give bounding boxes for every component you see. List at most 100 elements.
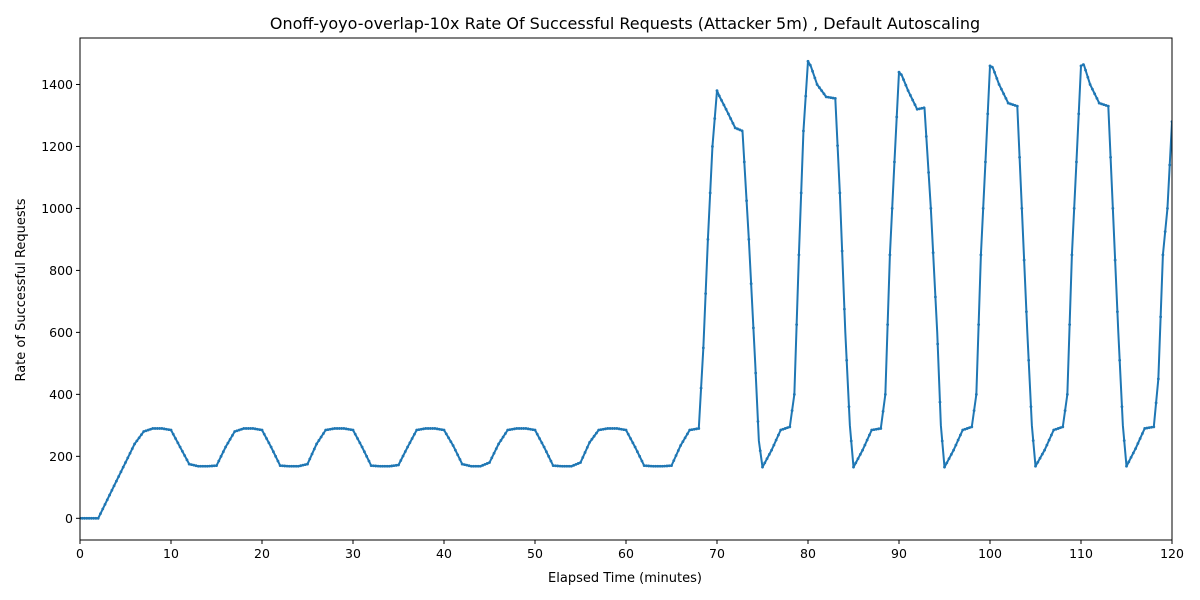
- series-point: [190, 463, 193, 467]
- series-point: [626, 432, 630, 436]
- axes: 0 10 20 30 40 50 60 70 80 90 100 110 120020040060080…: [41, 37, 1184, 561]
- series-point: [852, 465, 855, 469]
- series-point: [394, 463, 398, 467]
- series-point: [820, 89, 824, 93]
- series-point: [717, 94, 721, 98]
- series-point: [158, 427, 162, 430]
- series-point: [661, 464, 664, 468]
- series-point: [922, 106, 926, 110]
- series-point: [604, 427, 607, 431]
- series-point: [376, 464, 380, 468]
- series-point: [1011, 103, 1015, 107]
- series-point: [1125, 464, 1128, 468]
- series-point: [617, 427, 621, 431]
- series-point: [1020, 207, 1024, 210]
- series-point: [1045, 443, 1049, 447]
- series-point: [231, 434, 234, 437]
- series-markers: [80, 59, 1172, 520]
- series-point: [1154, 401, 1158, 405]
- series-point: [251, 427, 255, 430]
- series-point: [974, 392, 978, 396]
- series-point: [920, 106, 924, 110]
- series-point: [140, 433, 143, 437]
- series-point: [713, 117, 717, 120]
- series-point: [1116, 310, 1119, 314]
- series-point: [171, 432, 175, 436]
- series-point: [736, 127, 739, 131]
- series-point: [185, 458, 189, 462]
- series-point: [124, 461, 127, 464]
- series-point: [585, 446, 589, 449]
- series-point: [965, 427, 969, 430]
- series-point: [1093, 92, 1097, 96]
- series-point: [629, 437, 632, 440]
- series-point: [697, 427, 701, 430]
- series-point: [440, 428, 444, 432]
- series-point: [292, 464, 296, 468]
- series-point: [87, 516, 91, 520]
- series-point: [358, 441, 362, 445]
- series-point: [335, 427, 339, 430]
- series-point: [258, 428, 262, 432]
- series-point: [1002, 92, 1006, 96]
- series-point: [417, 428, 421, 432]
- series-point: [467, 464, 471, 468]
- series-point: [142, 430, 146, 433]
- series-point: [624, 428, 628, 432]
- series-point: [1129, 456, 1133, 459]
- series-point: [970, 425, 974, 429]
- x-tick-label: 20: [254, 546, 270, 561]
- series-point: [954, 443, 958, 447]
- series-point: [708, 191, 712, 195]
- series-point: [952, 448, 955, 452]
- series-point: [888, 253, 892, 257]
- series-point: [672, 459, 676, 462]
- series-point: [99, 512, 102, 516]
- series-point: [328, 427, 332, 431]
- series-point: [635, 450, 639, 454]
- series-point: [1015, 104, 1019, 108]
- series-point: [488, 461, 491, 464]
- series-point: [1141, 432, 1144, 435]
- series-point: [201, 464, 205, 468]
- series-point: [795, 323, 799, 327]
- series-point: [938, 400, 942, 404]
- series-point: [458, 458, 462, 461]
- series-point: [317, 439, 321, 442]
- series-point: [178, 445, 182, 449]
- series-point: [902, 78, 905, 82]
- series-point: [645, 464, 648, 468]
- series-point: [424, 427, 428, 430]
- series-point: [686, 432, 689, 436]
- series-point: [299, 464, 303, 468]
- y-tick-label: 800: [49, 263, 73, 278]
- series-point: [1036, 460, 1040, 464]
- series-point: [781, 427, 785, 431]
- series-point: [904, 83, 908, 87]
- series-point: [676, 449, 680, 452]
- series-point: [253, 427, 257, 431]
- series-point: [408, 441, 412, 445]
- series-point: [895, 115, 899, 119]
- series-point: [529, 427, 532, 431]
- series-point: [351, 428, 355, 432]
- series-point: [665, 464, 669, 468]
- series-point: [256, 427, 259, 431]
- series-point: [990, 65, 994, 69]
- series-point: [1056, 427, 1060, 430]
- series-point: [515, 427, 519, 430]
- series-point: [704, 292, 708, 296]
- series-point: [219, 454, 223, 458]
- series-point: [722, 103, 726, 107]
- series-point: [372, 464, 375, 468]
- series-point: [535, 432, 539, 436]
- series-point: [949, 453, 953, 456]
- series-point: [249, 427, 253, 430]
- series-point: [1065, 392, 1069, 396]
- series-point: [836, 144, 839, 148]
- series-point: [581, 456, 585, 459]
- series-point: [574, 462, 578, 466]
- series-point: [108, 493, 111, 497]
- series-point: [993, 70, 996, 74]
